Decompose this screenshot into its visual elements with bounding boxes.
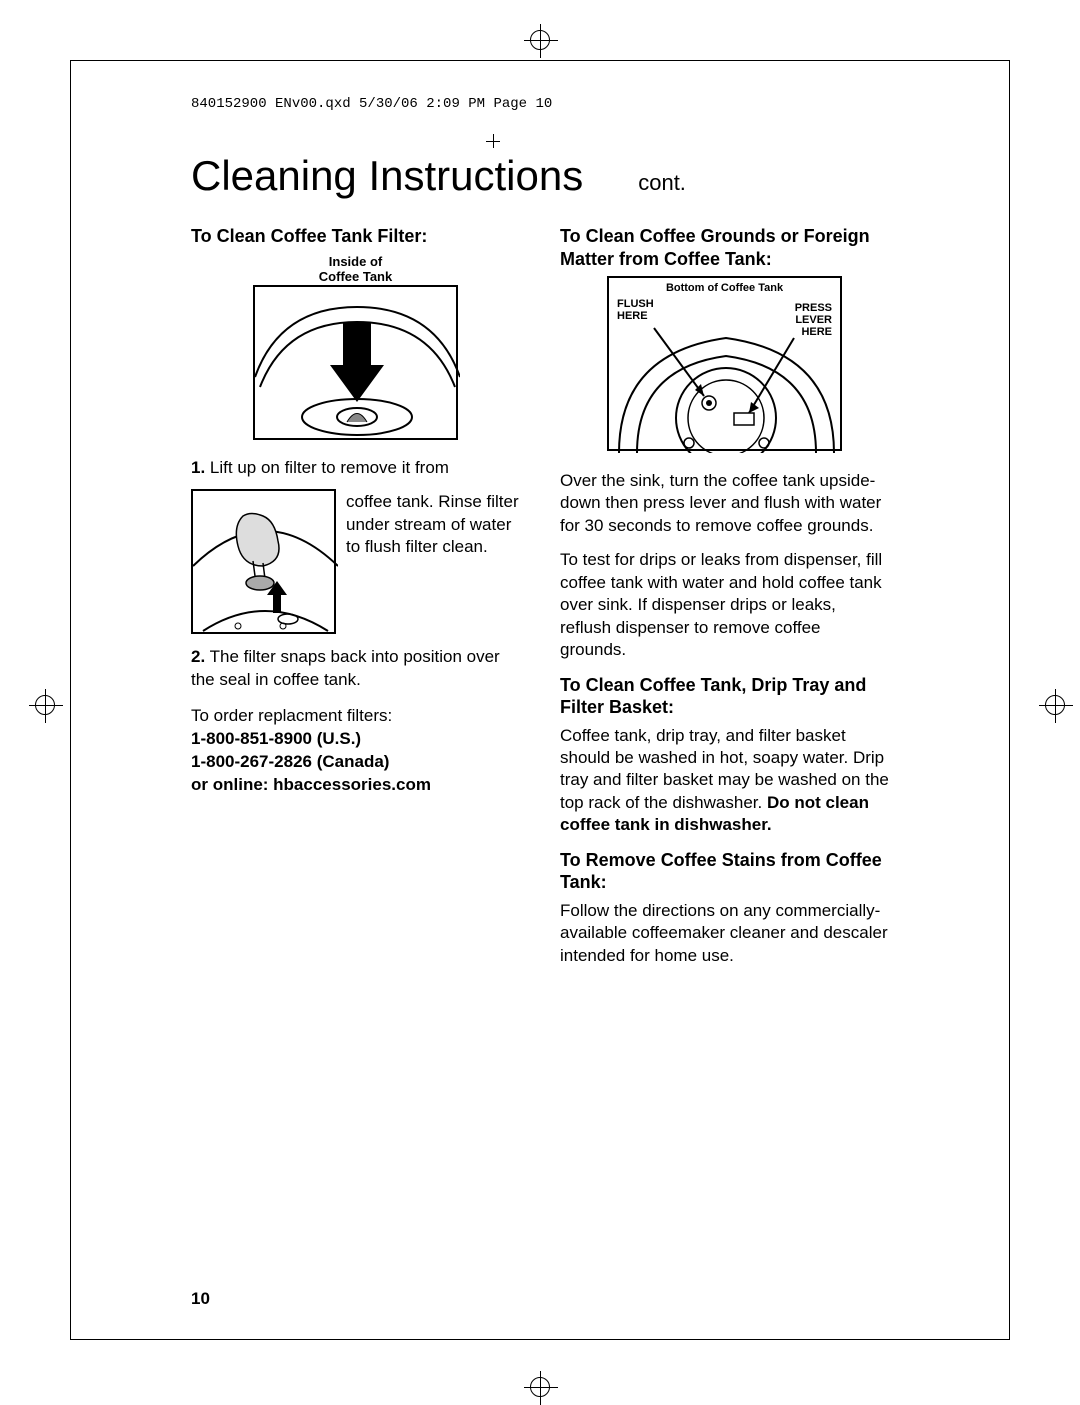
online-url: or online: hbaccessories.com: [191, 774, 520, 797]
right-heading-3: To Remove Coffee Stains from Coffee Tank…: [560, 849, 889, 894]
figure-inside-tank: [253, 285, 458, 440]
figure-bottom-tank: Bottom of Coffee Tank FLUSH HERE PRESS L…: [607, 276, 842, 451]
fig1-caption: Inside of Coffee Tank: [191, 254, 520, 285]
left-column: To Clean Coffee Tank Filter: Inside of C…: [191, 225, 520, 979]
step-2: 2. The filter snaps back into position o…: [191, 646, 520, 691]
right-para-1: Over the sink, turn the coffee tank upsi…: [560, 470, 889, 537]
page-frame: 840152900 ENv00.qxd 5/30/06 2:09 PM Page…: [70, 60, 1010, 1340]
phone-us: 1-800-851-8900 (U.S.): [191, 728, 520, 751]
cross-mark-icon: [486, 134, 500, 148]
document-header: 840152900 ENv00.qxd 5/30/06 2:09 PM Page…: [191, 96, 889, 112]
page-title: Cleaning Instructions: [191, 152, 583, 200]
right-heading-1: To Clean Coffee Grounds or Foreign Matte…: [560, 225, 889, 270]
right-para-3: Coffee tank, drip tray, and filter baske…: [560, 725, 889, 837]
step-2-text: The filter snaps back into position over…: [191, 647, 500, 688]
right-column: To Clean Coffee Grounds or Foreign Matte…: [560, 225, 889, 979]
right-heading-2: To Clean Coffee Tank, Drip Tray and Filt…: [560, 674, 889, 719]
step-1-text-a: Lift up on filter to remove it from: [210, 458, 449, 477]
step-1-number: 1.: [191, 458, 205, 477]
page-number: 10: [191, 1289, 210, 1309]
left-heading-1: To Clean Coffee Tank Filter:: [191, 225, 520, 248]
title-cont: cont.: [638, 170, 686, 196]
step-1-text-b: coffee tank. Rinse filter under stream o…: [346, 489, 520, 634]
right-para-2: To test for drips or leaks from dispense…: [560, 549, 889, 661]
phone-canada: 1-800-267-2826 (Canada): [191, 751, 520, 774]
step-2-number: 2.: [191, 647, 205, 666]
order-intro: To order replacment filters:: [191, 705, 520, 728]
figure-remove-filter: [191, 489, 336, 634]
right-para-4: Follow the directions on any commerciall…: [560, 900, 889, 967]
step-1: 1. Lift up on filter to remove it from: [191, 457, 520, 479]
